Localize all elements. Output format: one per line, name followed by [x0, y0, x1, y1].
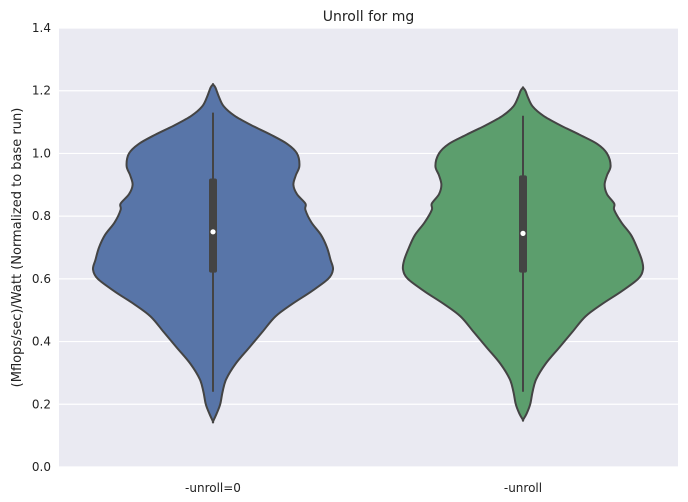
x-tick-label: -unroll=0 [185, 481, 241, 495]
y-tick-label: 1.4 [32, 21, 51, 35]
violin-median-dot [520, 230, 526, 236]
y-tick-label: 1.0 [32, 146, 51, 160]
violin-median-dot [210, 229, 216, 235]
y-tick-label: 0.0 [32, 460, 51, 474]
y-tick-labels: 0.0 0.2 0.4 0.6 0.8 1.0 1.2 1.4 [32, 21, 51, 474]
y-tick-label: 1.2 [32, 84, 51, 98]
y-tick-label: 0.2 [32, 397, 51, 411]
x-tick-label: -unroll [504, 481, 542, 495]
chart-title: Unroll for mg [323, 9, 415, 25]
violin-iqr-box [519, 175, 527, 273]
y-axis-label: (Mflops/sec)/Watt (Normalized to base ru… [10, 108, 25, 388]
violin-iqr-box [209, 178, 217, 273]
y-tick-label: 0.4 [32, 335, 51, 349]
x-tick-labels: -unroll=0 -unroll [185, 481, 542, 495]
y-tick-label: 0.8 [32, 209, 51, 223]
y-tick-label: 0.6 [32, 272, 51, 286]
violins [91, 83, 645, 424]
